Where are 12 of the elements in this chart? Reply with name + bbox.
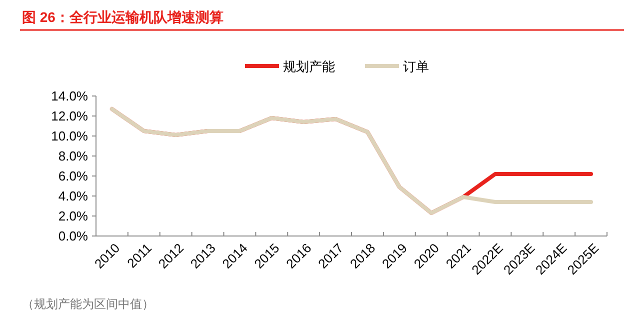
legend-label: 规划产能 [283, 59, 335, 74]
y-tick-label: 12.0% [51, 108, 88, 124]
text: （规划产能为区间中值） [22, 297, 154, 311]
y-tick-label: 10.0% [51, 128, 88, 144]
y-tick-label: 6.0% [58, 168, 88, 184]
y-tick-label: 4.0% [58, 188, 88, 204]
y-tick-label: 14.0% [51, 88, 88, 104]
chart-title: 图 26：全行业运输机队增速测算 [22, 9, 224, 25]
y-tick-label: 0.0% [58, 228, 88, 244]
legend-label: 订单 [403, 59, 429, 74]
y-tick-label: 2.0% [58, 208, 88, 224]
y-tick-label: 8.0% [58, 148, 88, 164]
